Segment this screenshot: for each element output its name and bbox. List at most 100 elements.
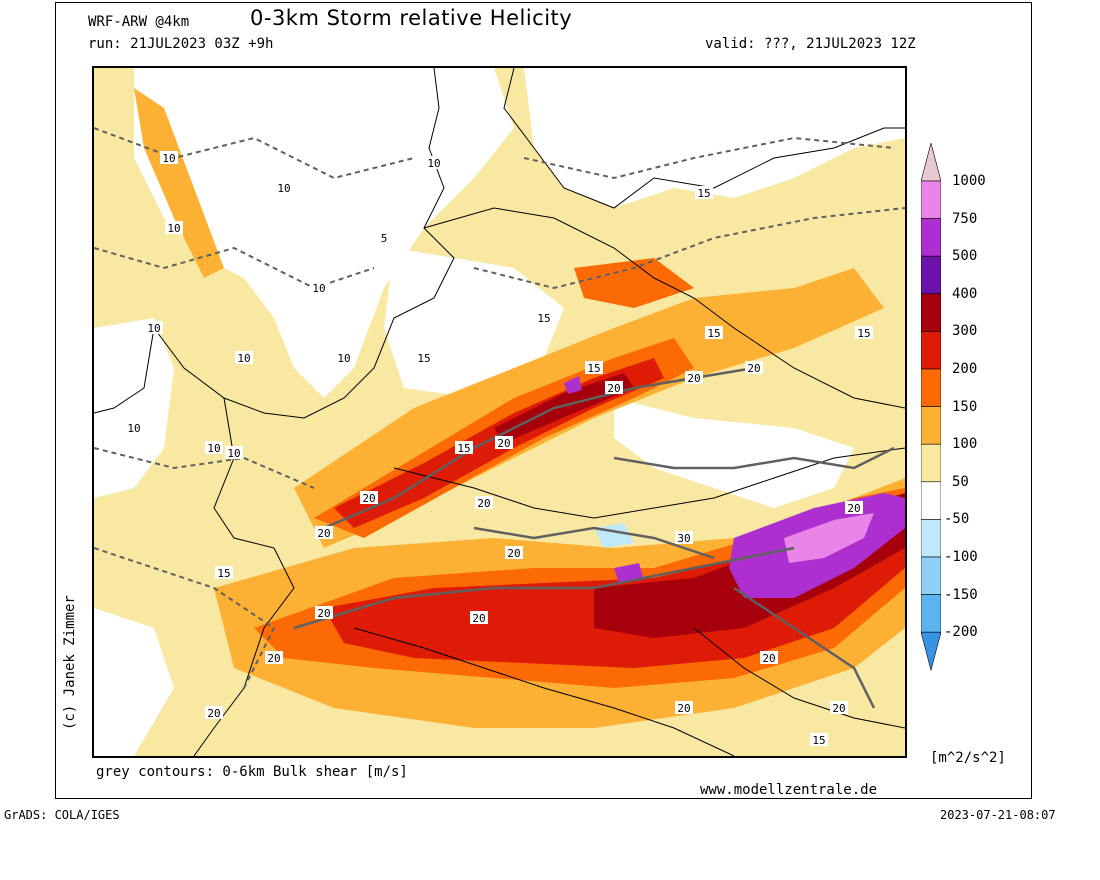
colorbar-tick-label: 300 <box>952 323 978 340</box>
contour-label: 20 <box>317 527 330 540</box>
contour-label-bg <box>505 546 523 559</box>
timestamp-label: 2023-07-21-08:07 <box>940 808 1056 822</box>
white-region-southwest <box>94 608 174 756</box>
contour-label: 20 <box>832 702 845 715</box>
contour-label: 10 <box>207 442 220 455</box>
contour-label-bg <box>585 361 603 374</box>
colorbar-tick-label: 50 <box>952 473 969 490</box>
colorbar-tick-label: -200 <box>944 624 978 641</box>
helicity-map: 10 10 5 10 10 10 10 10 10 10 10 15 15 15 15 15 10 15 20 20 1… <box>92 66 907 758</box>
contour-label-bg <box>495 436 513 449</box>
colorbar-segment <box>920 556 942 595</box>
max-purple-north <box>564 376 582 394</box>
white-region-north <box>134 68 514 398</box>
contour-label: 20 <box>507 547 520 560</box>
grads-label: GrADS: COLA/IGES <box>4 808 120 822</box>
contour-label-bg <box>855 326 873 339</box>
contour-label-bg <box>165 221 183 234</box>
contour-label-bg <box>470 611 488 624</box>
contour-label: 20 <box>747 362 760 375</box>
contour-label-bg <box>535 311 553 324</box>
contour-label: 30 <box>677 532 690 545</box>
colorbar-tick-label: -150 <box>944 586 978 603</box>
colorbar-segment <box>920 406 942 445</box>
contour-label-bg <box>605 381 623 394</box>
contour-label: 10 <box>167 222 180 235</box>
author-wrap: (c) Janek Zimmer <box>62 595 82 880</box>
colorbar-segment <box>920 293 942 332</box>
contour-label-bg <box>235 351 253 364</box>
contour-label-bg <box>810 733 828 746</box>
contour-label-group: 10 10 5 10 10 10 10 10 10 10 10 15 15 15 15 15 10 15 20 20 1… <box>125 151 873 747</box>
colorbar-segment <box>920 368 942 407</box>
contours-note: grey contours: 0-6km Bulk shear [m/s] <box>96 764 408 780</box>
colorbar-segment <box>920 255 942 295</box>
contour-label: 20 <box>677 702 690 715</box>
colorbar-segment <box>920 443 942 483</box>
colorbar-segment <box>920 481 942 520</box>
contour-label: 10 <box>277 182 290 195</box>
contour-label: 20 <box>762 652 775 665</box>
colorbar-svg <box>920 141 942 672</box>
contour-label-bg <box>145 321 163 334</box>
contour-label-bg <box>360 491 378 504</box>
contour-label: 20 <box>472 612 485 625</box>
contour-label: 10 <box>337 352 350 365</box>
units-label: [m^2/s^2] <box>930 750 1006 766</box>
author-label: (c) Janek Zimmer <box>62 595 78 730</box>
band-orange-light-north <box>134 88 224 278</box>
colorbar-segment <box>920 218 942 257</box>
contour-label: 10 <box>147 322 160 335</box>
contour-label-bg <box>695 186 713 199</box>
contour-label-bg <box>205 441 223 454</box>
colorbar-top-triangle <box>920 141 942 182</box>
contour-label: 15 <box>217 567 230 580</box>
contour-label-bg <box>705 326 723 339</box>
contour-label-bg <box>160 151 178 164</box>
white-region-baltic <box>524 68 905 208</box>
contour-label: 15 <box>587 362 600 375</box>
contour-label-bg <box>760 651 778 664</box>
valid-label: valid: ???, 21JUL2023 12Z <box>705 36 916 52</box>
website-label: www.modellzentrale.de <box>700 782 878 798</box>
contour-label-bg <box>675 531 693 544</box>
contour-label: 15 <box>537 312 550 325</box>
contour-label-bg <box>315 526 333 539</box>
run-label: run: 21JUL2023 03Z +9h <box>88 36 274 52</box>
bulk-shear-contours <box>94 127 905 689</box>
max-purple-small <box>614 563 644 583</box>
contour-label-bg <box>475 496 493 509</box>
white-region-east <box>614 398 854 508</box>
contour-label: 20 <box>477 497 490 510</box>
band-darkred-1 <box>494 373 634 443</box>
contour-label: 5 <box>381 232 388 245</box>
contour-label-bg <box>455 441 473 454</box>
model-label: WRF-ARW @4km <box>88 14 190 30</box>
colorbar-segment <box>920 331 942 370</box>
max-pink-core <box>784 513 874 563</box>
contour-label-bg <box>425 156 443 169</box>
contour-label-bg <box>225 446 243 459</box>
map-canvas: 10 10 5 10 10 10 10 10 10 10 10 15 15 15 15 15 10 15 20 20 1… <box>94 68 905 756</box>
contour-label: 15 <box>707 327 720 340</box>
colorbar-tick-label: -50 <box>944 511 970 528</box>
contour-label-bg <box>275 181 293 194</box>
colorbar <box>920 141 942 673</box>
contour-label-bg <box>830 701 848 714</box>
colorbar-tick-label: -100 <box>944 549 978 565</box>
contour-label-bg <box>310 281 328 294</box>
contour-label-bg <box>675 701 693 714</box>
colorbar-tick-label: 400 <box>952 285 978 302</box>
colorbar-tick-label: 1000 <box>952 173 986 189</box>
colorbar-segment <box>920 594 942 633</box>
contour-label-bg <box>335 351 353 364</box>
contour-label: 15 <box>697 187 710 200</box>
colorbar-tick-label: 150 <box>952 398 978 415</box>
band-orange-3 <box>574 258 694 308</box>
colorbar-tick-label: 200 <box>952 361 978 377</box>
contour-label-bg <box>315 606 333 619</box>
contour-label: 20 <box>207 707 220 720</box>
colorbar-tick-label: 100 <box>952 436 978 453</box>
colorbar-tick-label: 750 <box>952 210 978 227</box>
contour-label-bg <box>265 651 283 664</box>
